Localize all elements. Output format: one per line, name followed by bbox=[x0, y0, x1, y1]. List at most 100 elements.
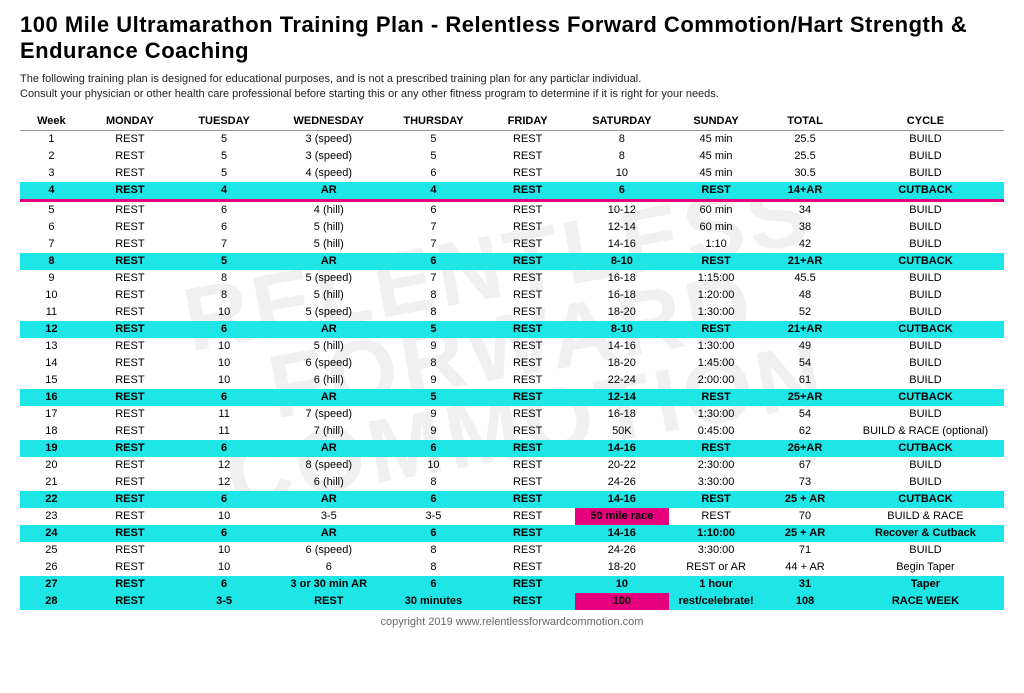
table-cell: 24-26 bbox=[575, 474, 669, 491]
column-header: SATURDAY bbox=[575, 112, 669, 131]
table-cell: 1 bbox=[20, 130, 83, 148]
table-cell: 9 bbox=[20, 270, 83, 287]
table-cell: 8 bbox=[386, 542, 480, 559]
table-cell: 1:10 bbox=[669, 236, 763, 253]
table-cell: CUTBACK bbox=[847, 491, 1004, 508]
table-cell: 54 bbox=[763, 355, 847, 372]
table-cell: 6 bbox=[177, 525, 271, 542]
table-cell: BUILD bbox=[847, 355, 1004, 372]
column-header: WEDNESDAY bbox=[271, 112, 386, 131]
table-cell: 16-18 bbox=[575, 270, 669, 287]
table-cell: REST bbox=[83, 525, 177, 542]
table-cell: 6 bbox=[386, 253, 480, 270]
table-cell: 24 bbox=[20, 525, 83, 542]
table-cell: REST bbox=[669, 491, 763, 508]
table-row: 12REST6AR5REST8-10REST21+ARCUTBACK bbox=[20, 321, 1004, 338]
table-cell: AR bbox=[271, 440, 386, 457]
table-cell: 5 bbox=[386, 148, 480, 165]
table-body: 1REST53 (speed)5REST845 min25.5BUILD2RES… bbox=[20, 130, 1004, 610]
table-cell: 8 bbox=[386, 559, 480, 576]
table-cell: 49 bbox=[763, 338, 847, 355]
table-cell: 18-20 bbox=[575, 355, 669, 372]
table-cell: REST bbox=[481, 253, 575, 270]
table-cell: 19 bbox=[20, 440, 83, 457]
table-cell: AR bbox=[271, 525, 386, 542]
table-cell: 6 bbox=[386, 165, 480, 182]
table-cell: 18 bbox=[20, 423, 83, 440]
table-row: 7REST75 (hill)7REST14-161:1042BUILD bbox=[20, 236, 1004, 253]
table-row: 22REST6AR6REST14-16REST25 + ARCUTBACK bbox=[20, 491, 1004, 508]
table-cell: 45 min bbox=[669, 148, 763, 165]
table-cell: 12 bbox=[20, 321, 83, 338]
table-cell: REST bbox=[83, 593, 177, 610]
table-cell: 3-5 bbox=[386, 508, 480, 525]
table-row: 14REST106 (speed)8REST18-201:45:0054BUIL… bbox=[20, 355, 1004, 372]
table-row: 13REST105 (hill)9REST14-161:30:0049BUILD bbox=[20, 338, 1004, 355]
column-header: TUESDAY bbox=[177, 112, 271, 131]
table-cell: 21+AR bbox=[763, 253, 847, 270]
table-cell: 16-18 bbox=[575, 287, 669, 304]
table-cell: REST bbox=[481, 182, 575, 201]
table-cell: 4 (speed) bbox=[271, 165, 386, 182]
table-cell: REST bbox=[83, 423, 177, 440]
table-cell: 8 bbox=[575, 148, 669, 165]
table-cell: BUILD bbox=[847, 372, 1004, 389]
table-cell: REST bbox=[481, 440, 575, 457]
table-cell: BUILD bbox=[847, 287, 1004, 304]
table-cell: CUTBACK bbox=[847, 253, 1004, 270]
table-cell: REST bbox=[481, 372, 575, 389]
table-cell: 31 bbox=[763, 576, 847, 593]
table-cell: REST bbox=[83, 474, 177, 491]
table-cell: 7 (hill) bbox=[271, 423, 386, 440]
table-cell: 5 bbox=[177, 253, 271, 270]
table-cell: 7 bbox=[386, 236, 480, 253]
table-cell: RACE WEEK bbox=[847, 593, 1004, 610]
table-cell: AR bbox=[271, 253, 386, 270]
column-header: SUNDAY bbox=[669, 112, 763, 131]
table-cell: BUILD bbox=[847, 474, 1004, 491]
table-cell: BUILD bbox=[847, 200, 1004, 219]
table-cell: 73 bbox=[763, 474, 847, 491]
table-cell: 2 bbox=[20, 148, 83, 165]
column-header: TOTAL bbox=[763, 112, 847, 131]
table-cell: 6 bbox=[177, 219, 271, 236]
table-cell: REST bbox=[83, 200, 177, 219]
table-cell: REST bbox=[481, 338, 575, 355]
table-cell: 5 (hill) bbox=[271, 338, 386, 355]
table-row: 25REST106 (speed)8REST24-263:30:0071BUIL… bbox=[20, 542, 1004, 559]
table-cell: 28 bbox=[20, 593, 83, 610]
table-cell: REST bbox=[669, 440, 763, 457]
table-cell: REST bbox=[481, 355, 575, 372]
table-cell: 6 bbox=[386, 576, 480, 593]
table-row: 10REST85 (hill)8REST16-181:20:0048BUILD bbox=[20, 287, 1004, 304]
table-cell: 5 bbox=[177, 165, 271, 182]
table-cell: 6 bbox=[575, 182, 669, 201]
table-cell: 6 bbox=[177, 200, 271, 219]
table-cell: REST bbox=[481, 200, 575, 219]
table-cell: 26+AR bbox=[763, 440, 847, 457]
table-cell: 34 bbox=[763, 200, 847, 219]
table-cell: AR bbox=[271, 182, 386, 201]
table-cell: 21 bbox=[20, 474, 83, 491]
table-cell: 5 bbox=[386, 130, 480, 148]
table-cell: 5 bbox=[386, 321, 480, 338]
table-header-row: WeekMONDAYTUESDAYWEDNESDAYTHURSDAYFRIDAY… bbox=[20, 112, 1004, 131]
table-cell: BUILD & RACE (optional) bbox=[847, 423, 1004, 440]
table-row: 17REST117 (speed)9REST16-181:30:0054BUIL… bbox=[20, 406, 1004, 423]
table-cell: REST bbox=[83, 389, 177, 406]
table-cell: BUILD bbox=[847, 304, 1004, 321]
table-cell: 6 bbox=[177, 389, 271, 406]
table-cell: 1:30:00 bbox=[669, 338, 763, 355]
table-cell: BUILD bbox=[847, 236, 1004, 253]
table-cell: 22 bbox=[20, 491, 83, 508]
table-cell: rest/celebrate! bbox=[669, 593, 763, 610]
table-cell: REST bbox=[481, 219, 575, 236]
table-cell: 1 hour bbox=[669, 576, 763, 593]
table-cell: 5 bbox=[386, 389, 480, 406]
table-cell: REST bbox=[83, 372, 177, 389]
table-cell: 3 (speed) bbox=[271, 130, 386, 148]
table-cell: 60 min bbox=[669, 200, 763, 219]
table-cell: 6 (hill) bbox=[271, 372, 386, 389]
table-cell: 9 bbox=[386, 372, 480, 389]
table-cell: REST bbox=[481, 423, 575, 440]
